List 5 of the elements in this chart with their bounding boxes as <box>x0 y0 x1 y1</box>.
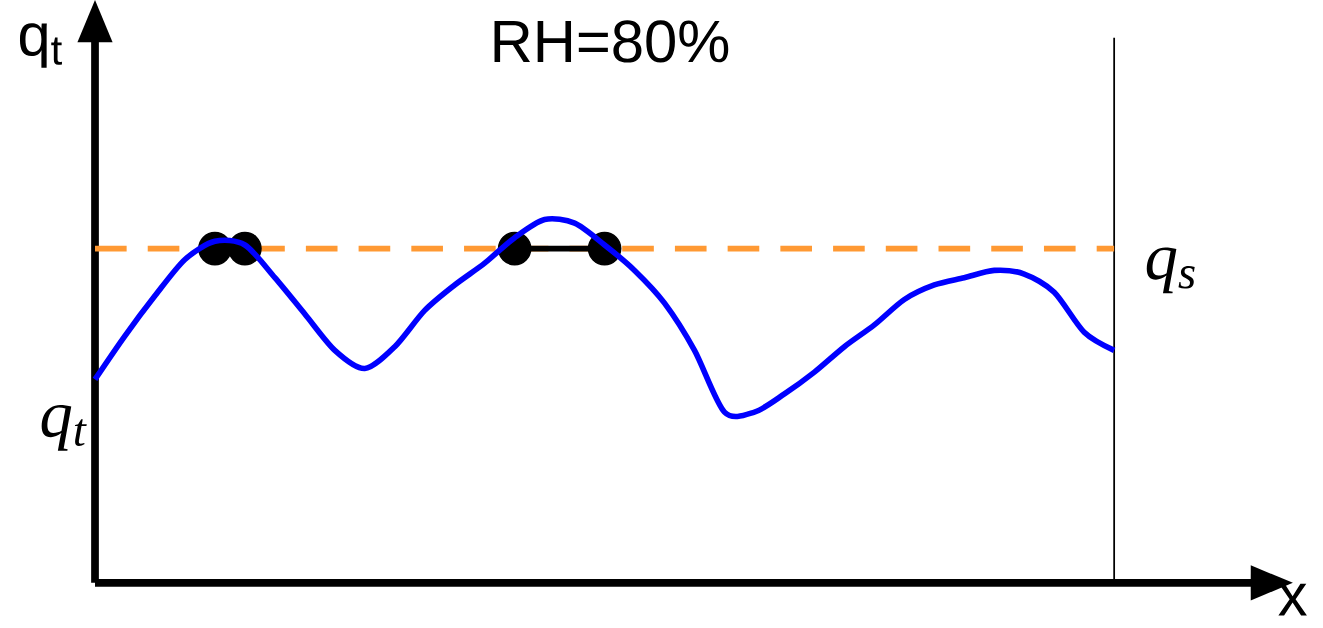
ref-line-label: q$_{s}$ <box>1146 247 1195 294</box>
y-axis-title: q$_{t}$ <box>19 23 62 68</box>
text: q$_{t}$ <box>41 405 87 451</box>
chart-title: RH=80% <box>494 20 729 63</box>
x-axis-title: x <box>1278 583 1307 616</box>
